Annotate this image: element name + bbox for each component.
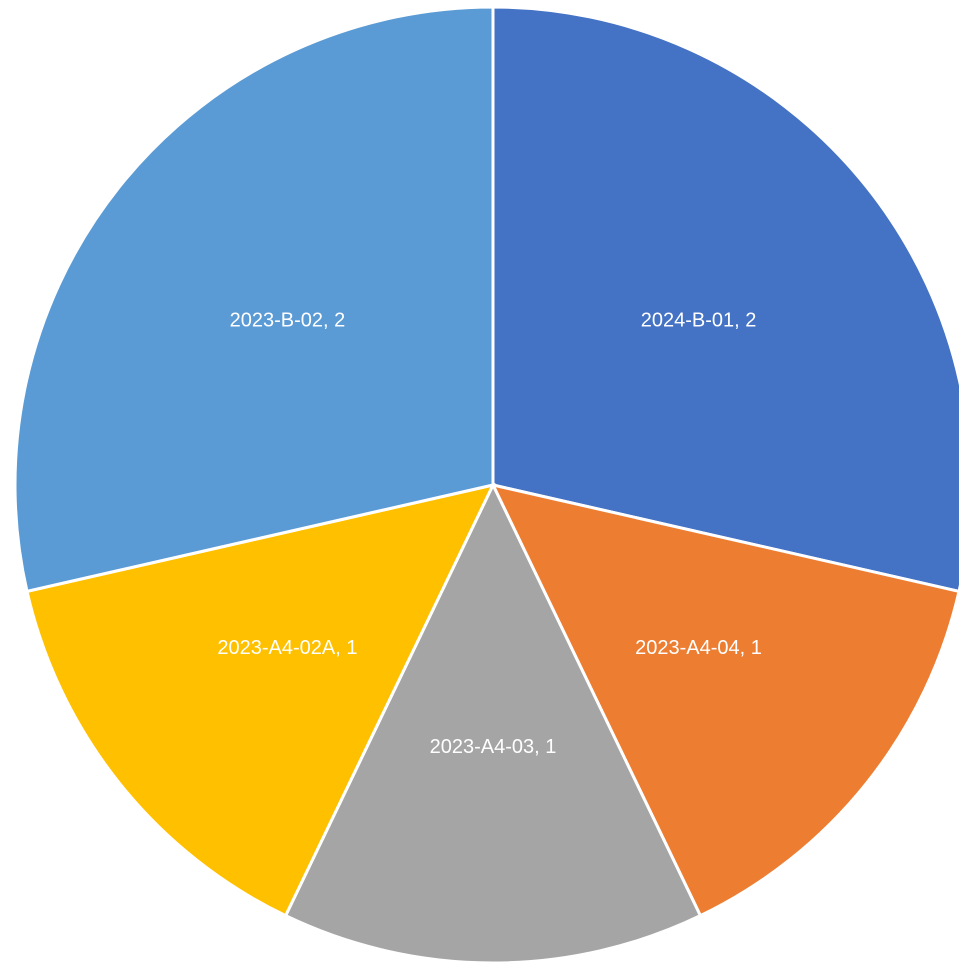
pie-slice: [283, 481, 703, 965]
data-label: 2023-A4-02A, 1: [217, 637, 357, 659]
pie-slice: [491, 5, 959, 593]
data-label: 2023-A4-04, 1: [635, 637, 762, 659]
data-label: 2023-B-02, 2: [230, 309, 346, 331]
data-label: 2024-B-01, 2: [641, 309, 757, 331]
pie-slice: [13, 5, 495, 594]
data-label: 2023-A4-03, 1: [430, 736, 557, 758]
pie-slice: [25, 482, 496, 918]
pie-slice: [490, 482, 959, 918]
